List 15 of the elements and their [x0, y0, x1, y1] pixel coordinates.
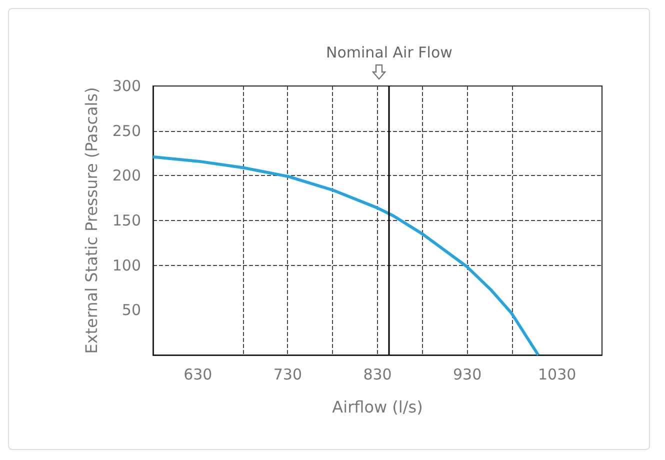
x-tick-label: 1030 [538, 366, 576, 384]
x-tick-label: 930 [452, 366, 482, 384]
x-tick-label: 730 [273, 366, 302, 384]
ref-line-label: Nominal Air Flow [326, 44, 452, 62]
line-series [152, 155, 540, 356]
y-tick-label: 250 [112, 122, 141, 140]
x-tick-label: 630 [184, 366, 212, 384]
x-axis-title: Airflow (l/s) [332, 398, 423, 416]
x-tick-label: 830 [363, 366, 392, 384]
y-tick-label: 300 [112, 77, 141, 95]
y-tick-label: 150 [112, 212, 141, 230]
y-tick-label: 50 [122, 301, 141, 320]
y-axis-title: External Static Pressure (Pascals) [82, 87, 101, 354]
y-tick-label: 100 [112, 256, 141, 274]
y-tick-label: 200 [112, 166, 141, 185]
